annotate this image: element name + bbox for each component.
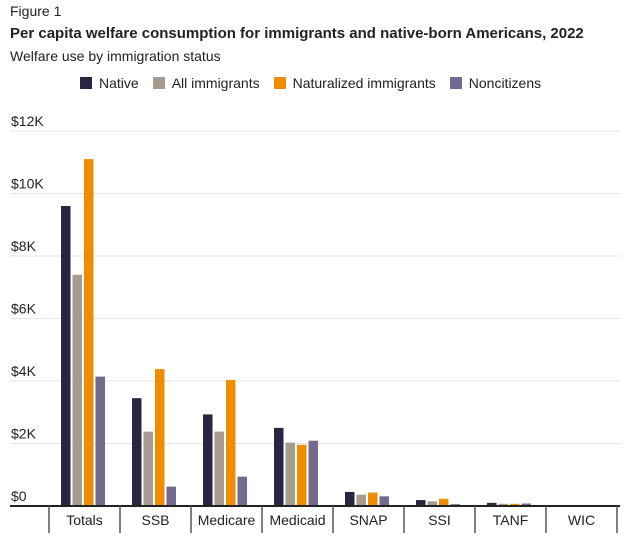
- bar-all-immigrants-medicare: [214, 431, 224, 506]
- chart-subtitle: Welfare use by immigration status: [10, 48, 221, 64]
- bar-all-immigrants-snap: [356, 494, 366, 506]
- bar-naturalized-immigrants-medicare: [226, 380, 236, 506]
- legend-label: All immigrants: [171, 75, 260, 91]
- x-tick-label: Medicare: [198, 512, 256, 528]
- bar-naturalized-immigrants-totals: [84, 159, 94, 506]
- legend-label: Naturalized immigrants: [292, 75, 436, 91]
- y-tick-label: $0: [11, 488, 27, 504]
- bar-all-immigrants-ssb: [143, 431, 153, 506]
- bar-all-immigrants-tanf: [498, 503, 508, 506]
- legend-swatch: [449, 77, 462, 89]
- legend-swatch: [80, 77, 92, 89]
- bar-naturalized-immigrants-ssb: [155, 369, 165, 506]
- bar-native-totals: [61, 206, 71, 506]
- bar-noncitizens-tanf: [521, 503, 531, 506]
- x-tick-label: TANF: [493, 512, 529, 528]
- bar-native-ssb: [132, 398, 142, 506]
- bar-native-medicaid: [274, 427, 284, 506]
- legend-item-noncitizens: Noncitizens: [449, 75, 542, 91]
- legend-swatch: [273, 77, 286, 89]
- bar-native-snap: [345, 491, 355, 506]
- bar-noncitizens-snap: [379, 496, 389, 506]
- bar-native-ssi: [416, 500, 426, 506]
- y-tick-label: $2K: [11, 426, 37, 442]
- x-tick-label: Medicaid: [269, 512, 325, 528]
- bar-native-tanf: [487, 502, 497, 506]
- x-tick-label: SSB: [141, 512, 169, 528]
- y-tick-label: $10K: [11, 176, 44, 192]
- x-tick-label: Totals: [66, 512, 103, 528]
- legend-item-all-immigrants: All immigrants: [152, 75, 260, 91]
- bar-noncitizens-medicaid: [308, 440, 318, 506]
- x-tick-label: WIC: [568, 512, 595, 528]
- legend: Native All immigrants Naturalized immigr…: [80, 75, 541, 91]
- bar-noncitizens-medicare: [237, 476, 247, 506]
- legend-swatch: [152, 77, 165, 89]
- y-tick-label: $6K: [11, 301, 37, 317]
- y-tick-label: $4K: [11, 363, 37, 379]
- bar-all-immigrants-totals: [72, 274, 82, 506]
- bar-naturalized-immigrants-medicaid: [297, 444, 307, 506]
- bar-naturalized-immigrants-snap: [368, 492, 378, 506]
- bar-naturalized-immigrants-tanf: [510, 503, 520, 506]
- legend-label: Native: [99, 75, 139, 91]
- x-tick-label: SSI: [428, 512, 451, 528]
- bar-naturalized-immigrants-ssi: [439, 498, 449, 506]
- bar-all-immigrants-ssi: [427, 501, 437, 506]
- bar-noncitizens-totals: [95, 376, 105, 506]
- x-tick-label: SNAP: [349, 512, 387, 528]
- legend-item-naturalized: Naturalized immigrants: [273, 75, 436, 91]
- legend-item-native: Native: [80, 75, 139, 91]
- y-tick-label: $8K: [11, 238, 37, 254]
- bar-all-immigrants-medicaid: [285, 442, 295, 506]
- figure-label: Figure 1: [10, 3, 62, 19]
- legend-label: Noncitizens: [468, 75, 542, 91]
- bar-noncitizens-ssb: [166, 486, 176, 506]
- chart-title: Per capita welfare consumption for immig…: [10, 25, 584, 42]
- bar-native-medicare: [203, 414, 213, 506]
- y-tick-label: $12K: [11, 113, 44, 129]
